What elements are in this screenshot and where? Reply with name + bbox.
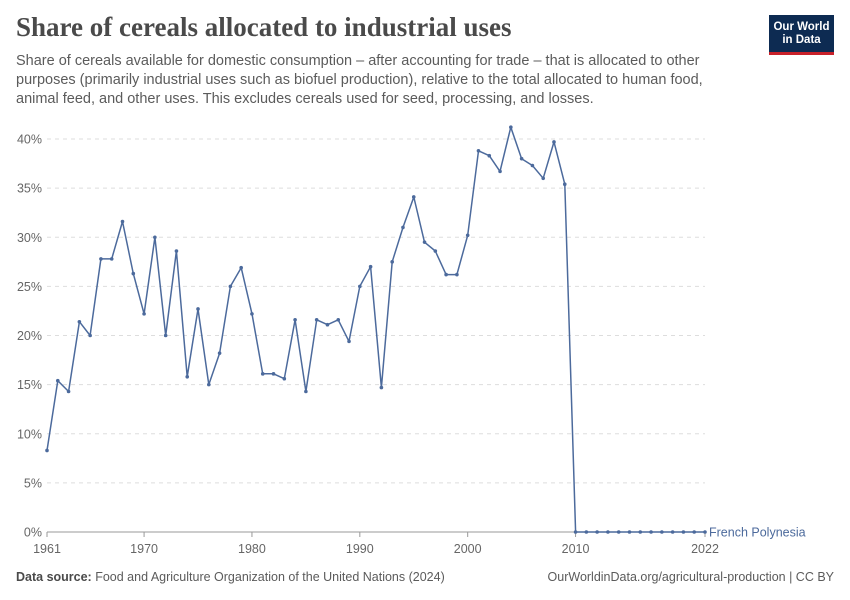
data-point[interactable]	[163, 333, 168, 338]
data-point[interactable]	[638, 530, 643, 534]
data-point[interactable]	[174, 249, 179, 253]
data-point[interactable]	[627, 530, 632, 534]
x-tick-label: 2000	[454, 542, 482, 556]
data-point[interactable]	[293, 317, 297, 322]
data-point[interactable]	[422, 240, 427, 244]
data-point[interactable]	[304, 389, 308, 394]
x-tick-label: 1980	[238, 542, 266, 556]
data-point[interactable]	[411, 195, 416, 199]
logo-line-1: Our World	[773, 20, 830, 33]
data-point[interactable]	[379, 385, 384, 390]
line-chart: 0% 5% 10% 15% 20% 25% 30% 35% 40% 1961 1970 1980 199…	[17, 125, 806, 556]
x-tick-label: 1990	[346, 542, 374, 556]
y-tick-label: 40%	[17, 133, 42, 147]
x-tick-label: 1970	[130, 542, 158, 556]
data-point[interactable]	[444, 272, 448, 277]
data-point[interactable]	[649, 530, 653, 534]
data-point[interactable]	[120, 219, 125, 224]
data-point[interactable]	[606, 530, 610, 534]
data-source: Data source: Food and Agriculture Organi…	[16, 570, 445, 584]
data-point[interactable]	[616, 530, 621, 534]
chart-subtitle: Share of cereals available for domestic …	[16, 53, 703, 107]
data-point[interactable]	[109, 257, 114, 261]
data-point[interactable]	[250, 312, 254, 316]
data-point[interactable]	[131, 271, 136, 276]
data-point[interactable]	[552, 140, 556, 144]
data-point[interactable]	[66, 389, 71, 394]
data-point[interactable]	[519, 156, 524, 161]
data-point[interactable]	[487, 153, 492, 158]
y-tick-label: 20%	[17, 329, 42, 343]
footer-link[interactable]: OurWorldinData.org/agricultural-producti…	[547, 570, 834, 584]
y-tick-label: 25%	[17, 280, 42, 294]
data-point[interactable]	[562, 182, 567, 186]
data-source-text[interactable]: Food and Agriculture Organization of the…	[95, 570, 445, 584]
data-point[interactable]	[584, 530, 589, 534]
data-point[interactable]	[368, 264, 373, 269]
data-point[interactable]	[239, 265, 243, 270]
data-point[interactable]	[196, 307, 200, 311]
x-tick-label: 1961	[33, 542, 61, 556]
data-point[interactable]	[207, 382, 211, 387]
data-point[interactable]	[390, 260, 394, 264]
data-point[interactable]	[681, 530, 686, 534]
data-point[interactable]	[595, 530, 599, 534]
owid-logo[interactable]: Our World in Data	[769, 15, 834, 55]
data-point[interactable]	[433, 249, 438, 253]
data-point[interactable]	[465, 233, 470, 238]
data-point[interactable]	[336, 317, 341, 322]
data-point[interactable]	[314, 317, 319, 322]
data-point[interactable]	[271, 372, 276, 376]
data-point[interactable]	[228, 284, 233, 289]
y-tick-label: 35%	[17, 182, 42, 196]
data-point[interactable]	[670, 530, 675, 534]
data-point[interactable]	[153, 235, 157, 240]
data-point[interactable]	[541, 176, 545, 181]
data-point[interactable]	[498, 169, 502, 174]
data-point[interactable]	[703, 530, 707, 534]
y-tick-label: 30%	[17, 231, 42, 245]
y-tick-label: 5%	[24, 476, 42, 490]
series-line[interactable]	[46, 126, 705, 533]
data-point[interactable]	[401, 225, 405, 230]
data-point[interactable]	[692, 530, 697, 534]
data-point[interactable]	[55, 378, 60, 383]
data-point[interactable]	[509, 125, 513, 130]
data-point[interactable]	[260, 372, 265, 376]
data-source-label: Data source:	[16, 570, 92, 584]
data-point[interactable]	[88, 333, 92, 338]
data-point[interactable]	[660, 530, 664, 534]
x-tick-label: 2010	[562, 542, 590, 556]
data-point[interactable]	[573, 530, 578, 534]
data-point[interactable]	[282, 376, 287, 381]
data-point[interactable]	[325, 322, 330, 327]
data-point[interactable]	[142, 312, 146, 316]
data-point[interactable]	[530, 163, 535, 168]
data-point[interactable]	[99, 257, 103, 261]
data-point[interactable]	[455, 272, 459, 277]
data-point[interactable]	[77, 319, 82, 324]
data-point[interactable]	[45, 448, 49, 453]
logo-line-2: in Data	[782, 33, 821, 46]
chart-title: Share of cereals allocated to industrial…	[16, 12, 512, 42]
data-point[interactable]	[476, 148, 481, 153]
data-point[interactable]	[217, 351, 222, 355]
data-point[interactable]	[358, 284, 362, 289]
x-tick-label: 2022	[691, 542, 719, 556]
y-tick-label: 10%	[17, 427, 42, 441]
data-point[interactable]	[185, 374, 190, 379]
y-tick-label: 15%	[17, 378, 42, 392]
series-label[interactable]: French Polynesia	[709, 526, 806, 540]
y-tick-label: 0%	[24, 526, 42, 540]
data-point[interactable]	[347, 339, 351, 344]
